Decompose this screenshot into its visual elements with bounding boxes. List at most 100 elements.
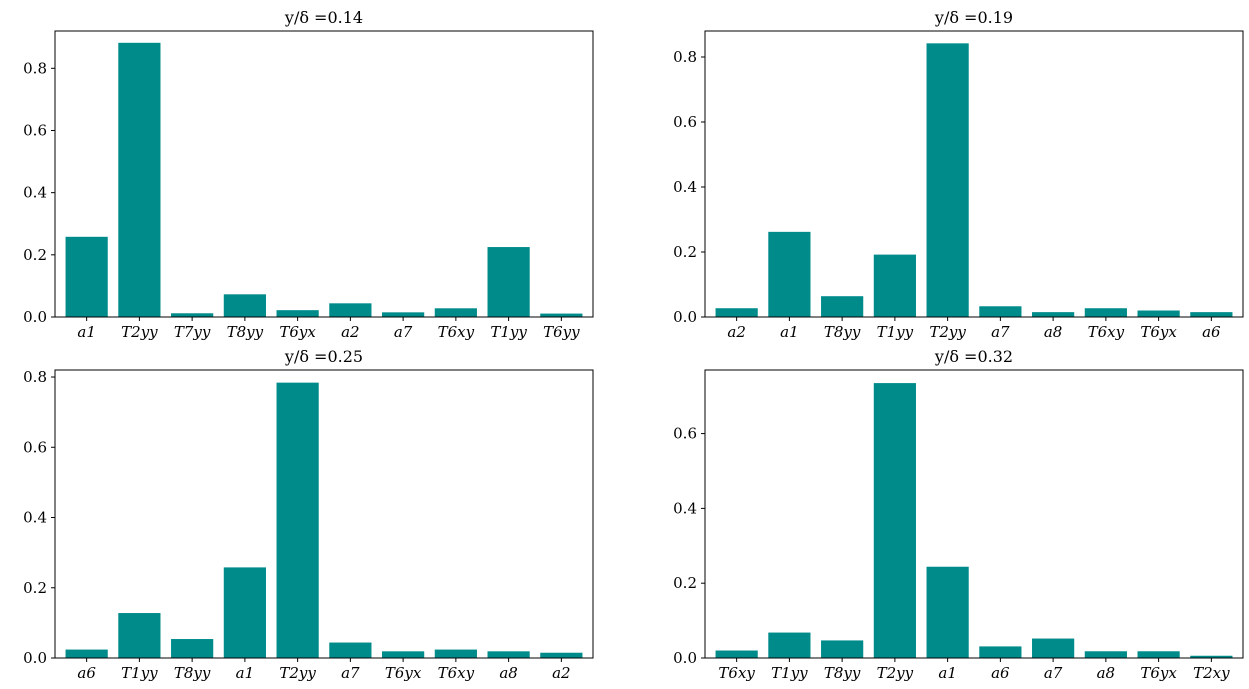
y-tick-label: 0.2 [23,246,47,264]
bar-T2xy [1190,655,1233,658]
bar-T8yy [223,294,266,317]
bar-T1yy [768,632,811,658]
bar-a1 [223,567,266,658]
x-tick-label: a7 [1044,664,1063,682]
bar-a1 [926,566,969,658]
x-tick-label: T6yx [1140,323,1177,341]
x-tick-label: T6yy [543,323,580,341]
axes-frame [54,369,594,659]
x-tick-label: T6xy [438,323,475,341]
x-tick-label: a8 [499,664,518,682]
y-tick-label: 0.2 [23,579,47,597]
y-tick-label: 0.6 [673,113,697,131]
y-tick-label: 0.0 [23,308,47,326]
bar-a1 [65,236,108,317]
x-tick-label: T2yy [121,323,158,341]
x-tick-label: T1yy [490,323,527,341]
chart-panel-3: a6 T1yy T8yy a1 T2yy a7 T6yx T6xy a8 a2 0.0 0.2 0.4 0… [23,347,594,682]
bar-T6xy [434,308,477,317]
bar-a1 [768,231,811,317]
x-tick-label: a1 [236,664,255,682]
bar-a2 [540,652,583,658]
chart-title: y/δ =0.32 [934,347,1013,366]
bar-T6xy [1084,308,1127,317]
bar-a6 [1190,312,1233,318]
x-tick-label: a7 [341,664,360,682]
x-tick-label: T8yy [824,664,861,682]
bar-a8 [1084,651,1127,658]
y-tick-label: 0.0 [673,649,697,667]
y-tick-label: 0.2 [673,243,697,261]
bar-a8 [1032,312,1075,318]
bar-a7 [979,306,1022,317]
x-tick-label: a2 [727,323,746,341]
bar-T2yy [926,43,969,317]
chart-panel-1: a1 T2yy T7yy T8yy T6yx a2 a7 T6xy T1yy T6yy 0.0 0.2… [23,8,594,341]
bar-T6xy [715,650,758,658]
bar-a2 [329,303,372,317]
y-tick-label: 0.4 [673,499,697,517]
x-tick-label: a1 [780,323,799,341]
y-tick-label: 0.4 [673,178,697,196]
bar-T6yx [1137,651,1180,658]
bar-a7 [329,642,372,658]
x-tick-label: a6 [1202,323,1221,341]
x-tick-label: a1 [938,664,957,682]
x-tick-label: T6xy [438,664,475,682]
bar-T6yx [1137,310,1180,317]
bar-a7 [1032,638,1075,658]
y-tick-label: 0.4 [23,184,47,202]
x-tick-label: T6yx [1140,664,1177,682]
bar-a2 [715,308,758,317]
bar-T2yy [118,42,161,318]
y-tick-label: 0.6 [673,425,697,443]
bar-a8 [487,651,530,658]
bar-a7 [382,312,425,317]
x-tick-label: a8 [1097,664,1116,682]
x-tick-label: T6xy [1088,323,1125,341]
x-tick-label: T8yy [824,323,861,341]
x-tick-label: T7yy [174,323,211,341]
chart-title: y/δ =0.19 [934,8,1013,27]
y-tick-label: 0.4 [23,509,47,527]
x-tick-label: T2xy [1193,664,1230,682]
bar-T8yy [821,640,864,658]
bar-T1yy [873,254,916,317]
y-tick-label: 0.2 [673,574,697,592]
bar-T2yy [276,382,319,658]
bar-T8yy [821,296,864,317]
y-tick-label: 0.8 [673,48,697,66]
axes-frame [54,30,594,318]
y-tick-label: 0.0 [23,649,47,667]
x-tick-label: a6 [991,664,1010,682]
x-tick-label: a6 [77,664,96,682]
x-tick-label: T2yy [929,323,966,341]
bar-a6 [65,649,108,658]
bar-T8yy [171,639,214,658]
x-tick-label: T2yy [877,664,914,682]
bar-T6yy [540,313,583,317]
x-tick-label: T8yy [227,323,264,341]
y-tick-label: 0.6 [23,121,47,139]
bar-T6yx [276,310,319,317]
axes-frame [704,369,1244,659]
x-tick-label: a7 [394,323,413,341]
bar-a6 [979,646,1022,658]
bar-T6xy [434,649,477,658]
x-tick-label: T1yy [771,664,808,682]
bar-T2yy [873,383,916,658]
x-tick-label: T6xy [718,664,755,682]
x-tick-label: T1yy [121,664,158,682]
chart-title: y/δ =0.14 [284,8,363,27]
x-tick-label: a2 [552,664,571,682]
y-tick-label: 0.6 [23,438,47,456]
bar-T6yx [382,651,425,658]
x-tick-label: T6yx [385,664,422,682]
y-tick-label: 0.8 [23,59,47,77]
x-tick-label: T2yy [279,664,316,682]
y-tick-label: 0.8 [23,368,47,386]
x-tick-label: T6yx [279,323,316,341]
axes-frame [704,30,1244,318]
bar-T7yy [171,313,214,317]
